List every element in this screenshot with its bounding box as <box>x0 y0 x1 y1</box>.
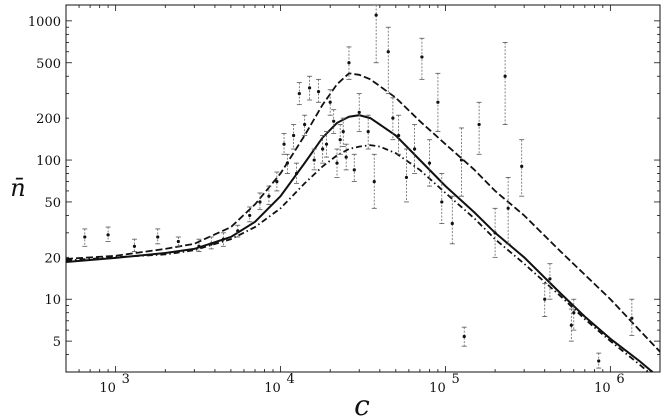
data-point <box>247 206 253 223</box>
data-point <box>131 238 137 252</box>
data-point <box>316 78 322 103</box>
x-tick-exponent: 5 <box>451 372 459 387</box>
data-point <box>461 326 467 347</box>
data-point <box>492 207 498 258</box>
data-point <box>356 93 362 133</box>
data-point <box>105 226 111 242</box>
y-axis-label: n̄ <box>10 174 25 202</box>
data-point <box>155 228 161 245</box>
data-point <box>175 236 181 247</box>
data-point <box>274 171 280 192</box>
data-point <box>568 308 574 342</box>
data-point <box>343 143 349 171</box>
data-point <box>302 114 308 136</box>
data-point <box>346 46 352 80</box>
x-axis-label: c <box>354 389 370 418</box>
plot-frame <box>65 4 661 373</box>
data-point <box>331 109 337 134</box>
y-tick-label: 20 <box>44 251 61 266</box>
model-curve-dash-dot <box>66 144 649 372</box>
data-point <box>196 238 202 252</box>
data-point <box>449 195 455 245</box>
y-tick-label: 10 <box>44 293 61 308</box>
data-point <box>396 114 402 155</box>
data-point <box>351 153 357 183</box>
data-point <box>403 148 409 203</box>
data-point <box>435 72 441 133</box>
y-tick-label: 500 <box>36 57 61 72</box>
data-point <box>365 114 371 150</box>
data-point <box>542 282 548 318</box>
x-tick-label: 10 <box>99 381 116 396</box>
data-point <box>311 148 317 171</box>
data-point <box>426 139 432 187</box>
data-point <box>547 263 553 300</box>
data-point <box>373 5 379 64</box>
y-tick-label: 1000 <box>28 15 61 30</box>
data-point <box>208 236 214 250</box>
data-point <box>505 177 511 245</box>
model-curves <box>66 72 660 372</box>
y-tick-label: 50 <box>44 196 61 211</box>
x-tick-label: 10 <box>594 381 611 396</box>
data-points <box>82 5 635 369</box>
data-point <box>320 135 326 164</box>
y-axis-ticks: 5 10 20 50 100 200 500 1000 <box>28 15 660 373</box>
data-point <box>439 173 445 224</box>
data-point <box>266 185 272 205</box>
data-point <box>307 75 313 101</box>
x-tick-exponent: 4 <box>287 372 295 387</box>
data-point <box>220 232 226 247</box>
data-point <box>371 153 377 209</box>
data-point <box>334 148 340 178</box>
data-point <box>281 133 287 155</box>
model-curve-dashed <box>66 72 660 353</box>
data-point <box>596 352 602 369</box>
data-point <box>337 124 343 155</box>
data-point <box>419 37 425 80</box>
data-point <box>502 42 508 125</box>
data-point <box>476 101 482 155</box>
data-point <box>385 26 391 95</box>
data-point <box>519 139 525 197</box>
data-point <box>257 192 263 211</box>
data-point <box>629 298 635 336</box>
data-point <box>291 124 297 150</box>
data-point <box>571 298 577 331</box>
data-point <box>458 127 464 197</box>
x-tick-exponent: 6 <box>616 372 624 387</box>
x-tick-label: 10 <box>264 381 281 396</box>
data-point <box>235 224 241 238</box>
data-point <box>327 89 333 116</box>
model-curve-solid <box>66 114 654 372</box>
data-point <box>390 97 396 141</box>
data-point <box>412 124 418 174</box>
x-tick-exponent: 3 <box>122 372 130 387</box>
data-point <box>340 117 346 147</box>
data-point <box>284 153 290 174</box>
y-tick-label: 200 <box>36 112 61 127</box>
data-point <box>82 228 88 247</box>
data-point <box>294 162 300 184</box>
y-tick-label: 100 <box>36 154 61 169</box>
x-axis-ticks: 10 3 10 4 10 5 10 6 <box>65 5 661 396</box>
x-tick-label: 10 <box>429 381 446 396</box>
data-point <box>324 131 330 158</box>
data-point <box>296 82 302 106</box>
y-tick-label: 5 <box>53 335 61 350</box>
